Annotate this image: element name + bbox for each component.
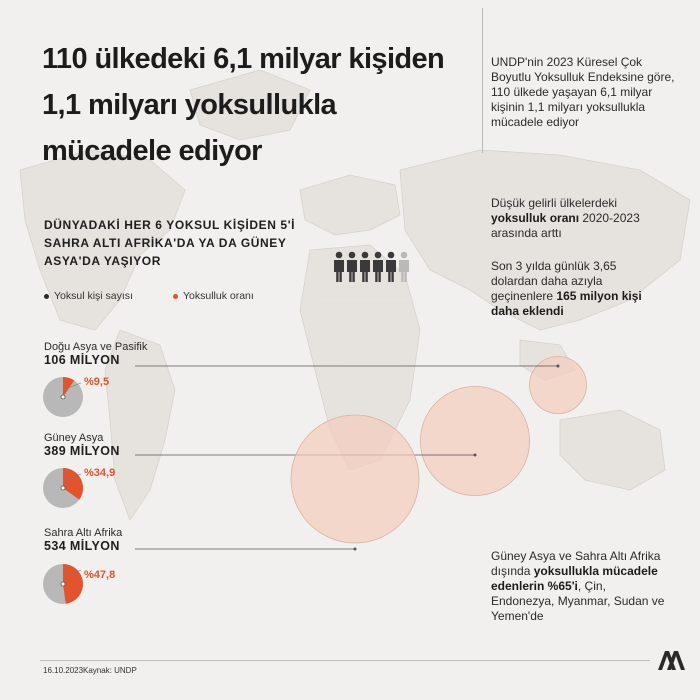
- region-name: Güney Asya: [44, 432, 104, 444]
- connector-dot: [556, 364, 560, 368]
- footer-divider: [40, 660, 650, 661]
- divider: [482, 8, 483, 153]
- pie-hub: [60, 581, 66, 587]
- fact-new-poor: Son 3 yılda günlük 3,65 dolardan daha az…: [491, 259, 651, 319]
- region-block-south-asia: Güney Asya 389 MİLYON: [44, 432, 120, 458]
- fact1-text: Düşük gelirli ülkelerdeki: [491, 196, 618, 210]
- person-icon: [399, 251, 409, 282]
- region-block-east-asia: Doğu Asya ve Pasifik 106 MİLYON: [44, 341, 147, 367]
- rate-label: %9,5: [84, 376, 110, 388]
- intro-text: UNDP'nin 2023 Küresel Çok Boyutlu Yoksul…: [491, 55, 675, 129]
- pie-leader: [64, 473, 82, 481]
- bubble-mark: [290, 414, 420, 544]
- person-icon: [347, 251, 357, 282]
- fact2-bold: 165 milyon kişi daha eklendi: [491, 289, 642, 318]
- footer-date: 16.10.2023: [43, 666, 84, 675]
- legend-rate-dot: [172, 293, 178, 299]
- fact2-text: Son 3 yılda günlük 3,65 dolardan daha az…: [491, 259, 617, 303]
- pie-slice: [63, 377, 75, 397]
- fact3-text: Güney Asya ve Sahra Altı Afrika dışında: [491, 549, 661, 578]
- person-icon: [360, 251, 370, 282]
- legend: Yoksul kişi sayısı Yoksulluk oranı: [44, 290, 254, 302]
- region-name: Doğu Asya ve Pasifik: [44, 341, 148, 353]
- legend-count-label: Yoksul kişi sayısı: [54, 290, 133, 302]
- connector-dot: [353, 547, 357, 551]
- person-icon: [334, 251, 344, 282]
- page-title: 110 ülkedeki 6,1 milyar kişiden 1,1 mily…: [42, 43, 445, 167]
- region-count: 106 MİLYON: [44, 353, 120, 367]
- pie-hub: [60, 394, 66, 400]
- region-count: 389 MİLYON: [44, 444, 120, 458]
- legend-count: Yoksul kişi sayısı: [44, 290, 133, 302]
- pie-hub: [60, 485, 66, 491]
- pie-leader: [64, 569, 82, 577]
- rate-label: %34,9: [84, 467, 116, 479]
- pie-slice: [63, 564, 83, 604]
- region-block-subsaharan: Sahra Altı Afrika 534 MİLYON: [44, 527, 122, 553]
- pie-slice: [63, 468, 84, 500]
- legend-count-dot: [44, 293, 49, 299]
- fact-other-countries: Güney Asya ve Sahra Altı Afrika dışında …: [491, 549, 666, 624]
- aa-logo: AA: [656, 648, 685, 670]
- person-icon: [373, 251, 383, 282]
- fact-income-countries: Düşük gelirli ülkelerdeki yoksulluk oran…: [491, 196, 666, 241]
- section-heading: DÜNYADAKİ HER 6 YOKSUL KİŞİDEN 5'İ SAHRA…: [44, 218, 296, 268]
- fact3-bold: yoksullukla mücadele edenlerin %65'i: [491, 564, 658, 593]
- connector-dot: [473, 453, 477, 457]
- bubble-mark: [419, 385, 531, 497]
- people-icons: [334, 251, 409, 282]
- fact1-bold: yoksulluk oranı: [491, 211, 580, 225]
- fact1-text-end: 2020-2023 arasında arttı: [491, 211, 640, 240]
- rate-label: %47,8: [84, 569, 116, 581]
- fact3-text-end: , Çin, Endonezya, Myanmar, Sudan ve Yeme…: [491, 579, 665, 623]
- region-name: Sahra Altı Afrika: [44, 527, 123, 539]
- legend-rate: Yoksulluk oranı: [172, 290, 254, 302]
- region-count: 534 MİLYON: [44, 539, 120, 553]
- legend-rate-label: Yoksulluk oranı: [182, 290, 254, 302]
- person-icon: [386, 251, 396, 282]
- pie-leader: [64, 382, 82, 390]
- bubble-mark: [529, 356, 587, 414]
- aa-logo-text: AA: [656, 648, 658, 649]
- footer-source: Kaynak: UNDP: [83, 666, 137, 675]
